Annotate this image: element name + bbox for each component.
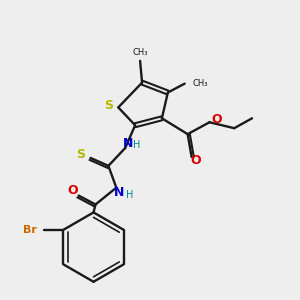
Text: Br: Br [23,225,37,235]
Text: CH₃: CH₃ [193,79,208,88]
Text: O: O [190,154,201,167]
Text: H: H [125,190,133,200]
Text: O: O [68,184,78,197]
Text: S: S [104,99,113,112]
Text: H: H [134,140,141,150]
Text: O: O [211,113,222,126]
Text: N: N [114,186,124,199]
Text: CH₃: CH₃ [132,48,148,57]
Text: N: N [123,136,134,150]
Text: S: S [76,148,85,161]
